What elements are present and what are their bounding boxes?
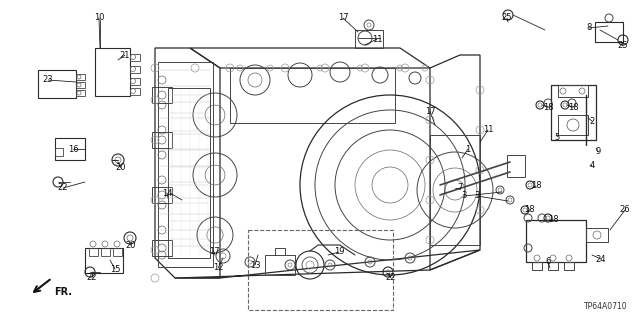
Bar <box>152 132 172 148</box>
Text: 23: 23 <box>43 76 53 85</box>
Text: 3: 3 <box>474 191 480 201</box>
Text: 22: 22 <box>58 183 68 192</box>
Bar <box>595 22 623 42</box>
Text: 11: 11 <box>372 34 382 43</box>
Text: 25: 25 <box>618 41 628 50</box>
Text: 25: 25 <box>502 13 512 23</box>
Text: 3: 3 <box>461 191 467 201</box>
Text: 18: 18 <box>531 182 541 190</box>
Bar <box>548 262 558 270</box>
Bar <box>55 138 85 160</box>
Bar <box>76 90 85 96</box>
Text: FR.: FR. <box>54 287 72 297</box>
Text: 19: 19 <box>333 248 344 256</box>
Text: 16: 16 <box>68 145 78 153</box>
Bar <box>558 115 588 135</box>
Bar <box>586 228 608 242</box>
Bar <box>430 135 480 245</box>
Text: 9: 9 <box>595 147 600 157</box>
Text: 5: 5 <box>554 132 559 142</box>
Bar <box>551 85 596 140</box>
Bar <box>532 262 542 270</box>
Bar <box>101 248 110 256</box>
Text: 8: 8 <box>586 24 592 33</box>
Bar <box>230 68 395 123</box>
Bar <box>152 87 172 103</box>
Text: 10: 10 <box>93 13 104 23</box>
Bar <box>38 70 76 98</box>
Bar <box>85 248 123 273</box>
Text: 18: 18 <box>568 102 579 112</box>
Bar <box>130 88 140 95</box>
Text: 17: 17 <box>209 248 220 256</box>
Bar <box>130 66 140 73</box>
Bar <box>55 148 63 156</box>
Bar <box>89 248 98 256</box>
Bar <box>152 187 172 203</box>
Bar <box>526 220 586 262</box>
Text: 24: 24 <box>596 255 606 263</box>
Text: 14: 14 <box>162 189 172 197</box>
Bar <box>130 54 140 61</box>
Text: 11: 11 <box>483 125 493 135</box>
Text: 20: 20 <box>125 241 136 249</box>
Bar <box>113 248 122 256</box>
Bar <box>248 230 393 310</box>
Text: 18: 18 <box>548 214 558 224</box>
Text: 7: 7 <box>458 183 463 192</box>
Text: 20: 20 <box>116 164 126 173</box>
Bar <box>152 240 172 256</box>
Text: 18: 18 <box>524 205 534 214</box>
Text: 18: 18 <box>543 102 554 112</box>
Text: 13: 13 <box>250 261 260 270</box>
Bar <box>564 262 574 270</box>
Text: 17: 17 <box>338 13 348 23</box>
Text: 15: 15 <box>109 264 120 273</box>
Text: 4: 4 <box>589 161 595 170</box>
Bar <box>507 155 525 177</box>
Text: TP64A0710: TP64A0710 <box>584 302 628 311</box>
Bar <box>95 48 130 96</box>
Text: 26: 26 <box>620 205 630 214</box>
Bar <box>158 62 213 267</box>
Text: 21: 21 <box>120 50 131 60</box>
Text: 17: 17 <box>425 107 435 115</box>
Bar <box>355 30 383 48</box>
Bar <box>558 85 588 97</box>
Bar <box>130 78 140 85</box>
Text: 1: 1 <box>465 145 470 153</box>
Text: 6: 6 <box>545 257 550 266</box>
Text: 2: 2 <box>589 116 595 125</box>
Text: 12: 12 <box>212 263 223 272</box>
Bar <box>76 74 85 80</box>
Text: 22: 22 <box>386 273 396 283</box>
Bar <box>76 82 85 88</box>
Bar <box>265 255 295 275</box>
Text: 22: 22 <box>87 273 97 283</box>
Bar <box>168 88 210 258</box>
